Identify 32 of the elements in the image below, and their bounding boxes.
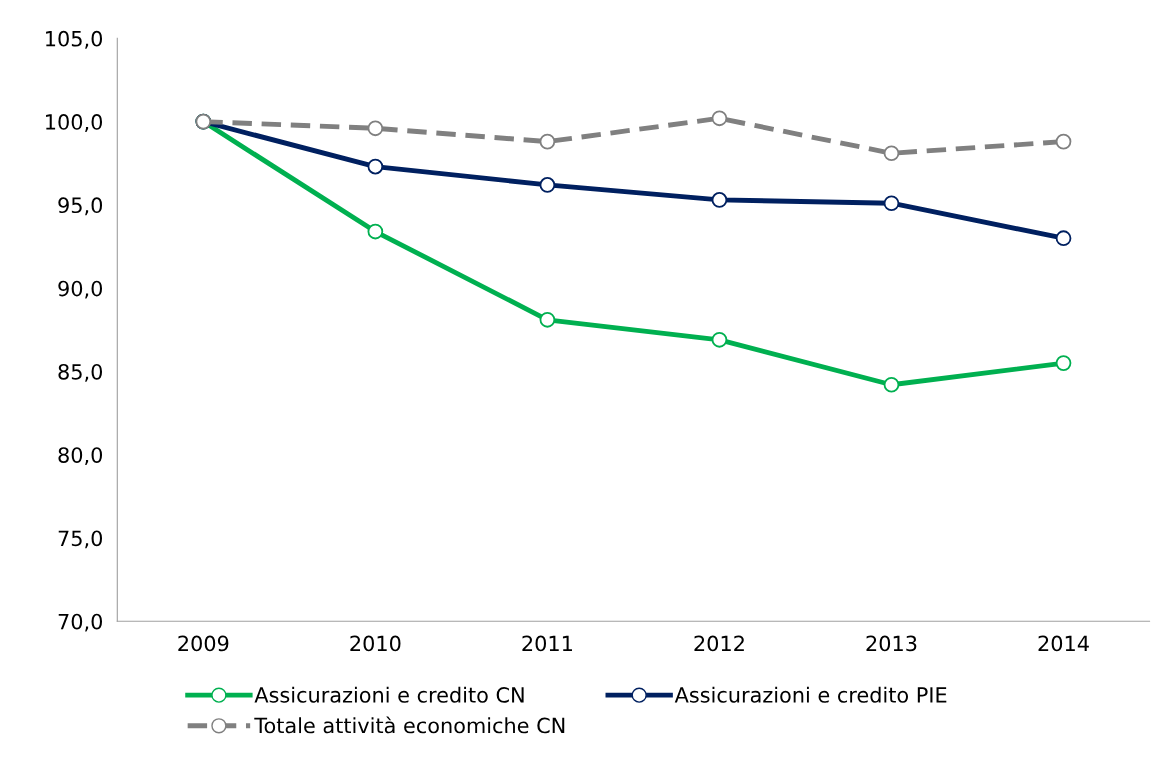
- legend-label: Assicurazioni e credito PIE: [674, 686, 947, 703]
- y-tick-label: 105,0: [46, 30, 103, 49]
- point: [539, 311, 556, 328]
- point: [1055, 230, 1072, 247]
- y-tick-label: 90,0: [58, 280, 103, 299]
- point: [711, 110, 728, 127]
- point: [367, 158, 384, 175]
- point: [883, 195, 900, 212]
- y-tick-label: 70,0: [58, 613, 103, 632]
- y-tick-label: 100,0: [46, 114, 103, 132]
- legend-label: Totale attività economiche CN: [254, 716, 565, 734]
- point: [539, 177, 556, 193]
- point: [711, 192, 728, 208]
- x-tick-label: 2014: [1038, 635, 1089, 652]
- x-tick-label: 2013: [866, 635, 917, 652]
- point: [367, 223, 384, 240]
- point: [1055, 355, 1072, 371]
- point: [883, 145, 900, 162]
- point: [539, 133, 556, 150]
- y-tick-label: 75,0: [58, 530, 103, 549]
- point: [1055, 133, 1072, 150]
- x-tick-label: 2012: [694, 635, 744, 652]
- x-tick-label: 2009: [178, 635, 229, 652]
- legend-label: Assicurazioni e credito CN: [254, 686, 524, 703]
- y-tick-label: 80,0: [58, 447, 103, 466]
- y-tick-label: 85,0: [58, 363, 103, 382]
- y-tick-label: 95,0: [58, 197, 103, 216]
- x-tick-label: 2010: [350, 635, 401, 652]
- point: [367, 120, 384, 137]
- point: [883, 376, 900, 393]
- point: [711, 331, 728, 348]
- x-tick-label: 2011: [522, 635, 572, 652]
